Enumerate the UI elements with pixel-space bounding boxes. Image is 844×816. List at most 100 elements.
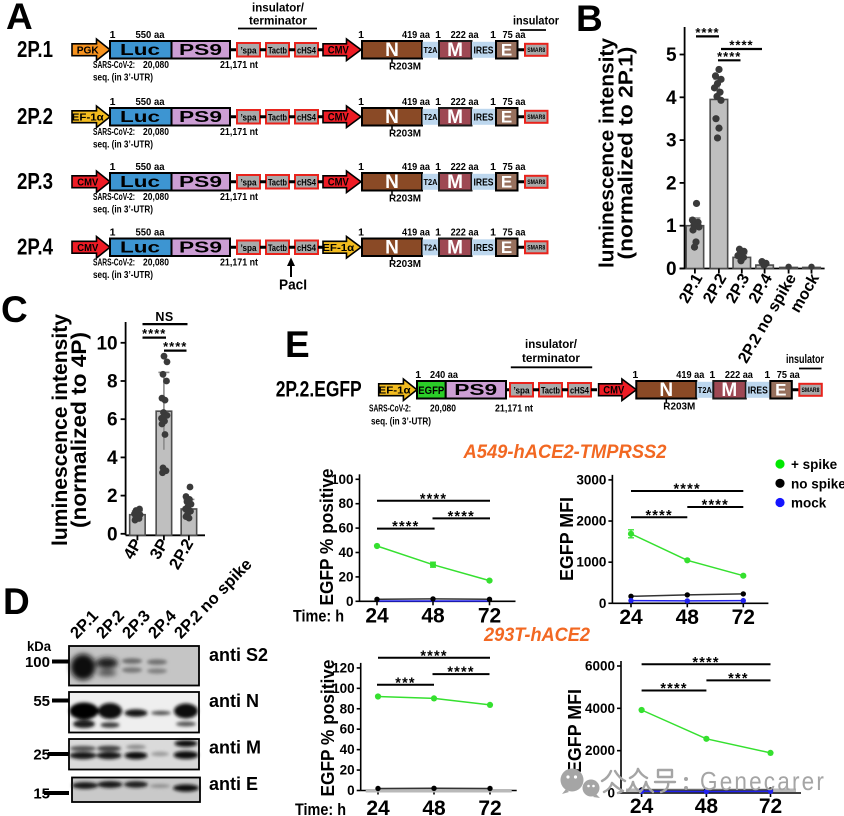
svg-text:****: **** — [695, 25, 719, 40]
svg-text:80: 80 — [338, 496, 353, 511]
svg-text:2P.1: 2P.1 — [17, 36, 53, 62]
svg-text:anti M: anti M — [209, 738, 261, 758]
svg-text:PS9: PS9 — [454, 382, 497, 399]
svg-text:1000: 1000 — [576, 555, 606, 570]
svg-text:luminescence intensity: luminescence intensity — [49, 314, 72, 546]
svg-text:anti S2: anti S2 — [209, 645, 268, 665]
svg-text:4: 4 — [107, 448, 118, 469]
svg-text:40: 40 — [340, 742, 355, 757]
svg-text:****: **** — [448, 509, 475, 525]
svg-text:20: 20 — [340, 763, 355, 778]
svg-text:D: D — [3, 581, 30, 622]
svg-text:A: A — [6, 0, 33, 37]
svg-text:kDa: kDa — [27, 638, 51, 654]
svg-text:B: B — [576, 0, 603, 39]
svg-text:****: **** — [692, 655, 719, 671]
svg-text:****: **** — [660, 681, 687, 697]
svg-text:48: 48 — [676, 606, 700, 629]
svg-text:6: 6 — [107, 410, 118, 431]
svg-text:0: 0 — [666, 259, 677, 280]
svg-text:6000: 6000 — [585, 659, 615, 674]
svg-text:24: 24 — [365, 605, 389, 628]
svg-text:21,171 nt: 21,171 nt — [495, 404, 534, 415]
svg-text:48: 48 — [422, 797, 446, 816]
svg-text:CMV: CMV — [77, 242, 98, 254]
svg-text:anti N: anti N — [209, 691, 259, 711]
svg-text:3000: 3000 — [576, 472, 606, 487]
svg-text:0: 0 — [607, 786, 615, 801]
svg-text:0: 0 — [107, 524, 118, 545]
svg-text:C: C — [1, 289, 28, 330]
svg-text:terminator: terminator — [249, 14, 307, 28]
svg-text:insulator/: insulator/ — [252, 1, 305, 15]
svg-text:15: 15 — [33, 786, 50, 803]
svg-text:2000: 2000 — [576, 514, 606, 529]
svg-text:****: **** — [645, 508, 672, 524]
svg-text:1: 1 — [415, 369, 421, 381]
svg-text:EGFP % positive: EGFP % positive — [318, 660, 338, 797]
svg-text:****: **** — [142, 326, 166, 341]
svg-text:80: 80 — [340, 701, 355, 716]
svg-text:CMV: CMV — [328, 44, 350, 56]
svg-text:****: **** — [717, 49, 741, 64]
svg-text:2000: 2000 — [585, 743, 615, 758]
svg-text:24: 24 — [619, 606, 643, 629]
svg-text:0: 0 — [346, 594, 354, 609]
svg-text:1: 1 — [666, 216, 677, 237]
svg-text:E: E — [285, 324, 310, 365]
svg-text:100: 100 — [331, 472, 354, 487]
svg-text:A549-hACE2-TMPRSS2: A549-hACE2-TMPRSS2 — [463, 442, 667, 463]
svg-text:Time: h: Time: h — [293, 608, 344, 626]
svg-text:2: 2 — [107, 486, 118, 507]
svg-text:72: 72 — [759, 795, 782, 816]
svg-text:PacI: PacI — [279, 277, 307, 294]
svg-text:anti E: anti E — [209, 774, 258, 794]
svg-text:****: **** — [163, 339, 187, 354]
svg-text:40: 40 — [338, 545, 353, 560]
svg-text:NS: NS — [155, 310, 173, 324]
svg-text:0: 0 — [599, 596, 607, 611]
svg-text:luminescence intensity: luminescence intensity — [597, 37, 619, 268]
svg-text:***: *** — [395, 675, 416, 691]
svg-text:3: 3 — [666, 131, 677, 152]
svg-text:2: 2 — [666, 173, 677, 194]
svg-text:PGK: PGK — [77, 44, 99, 56]
svg-text:****: **** — [447, 665, 474, 681]
svg-text:EF-1α: EF-1α — [379, 384, 412, 396]
svg-text:240 aa: 240 aa — [430, 369, 458, 381]
svg-text:CMV: CMV — [77, 176, 98, 188]
svg-text:4: 4 — [666, 88, 677, 109]
svg-text:insulator: insulator — [513, 14, 559, 28]
svg-text:72: 72 — [478, 605, 501, 628]
svg-text:2P.2: 2P.2 — [17, 103, 53, 129]
svg-text:20: 20 — [338, 569, 353, 584]
svg-text:mock: mock — [791, 496, 827, 511]
svg-text:120: 120 — [332, 660, 355, 675]
svg-text:55: 55 — [33, 693, 50, 710]
svg-text:insulator/: insulator/ — [525, 337, 578, 351]
svg-text:****: **** — [702, 498, 729, 514]
svg-text:EF-1α: EF-1α — [322, 242, 355, 254]
svg-text:20,080: 20,080 — [430, 404, 456, 415]
svg-text:100: 100 — [25, 654, 50, 671]
svg-text:EF-1α: EF-1α — [72, 111, 105, 123]
svg-text:60: 60 — [340, 722, 355, 737]
svg-text:****: **** — [420, 491, 447, 507]
svg-text:2P.2.EGFP: 2P.2.EGFP — [276, 377, 362, 402]
svg-text:EGFP: EGFP — [418, 385, 444, 397]
svg-text:no spike: no spike — [791, 476, 844, 491]
svg-text:(normalized to 2P.1): (normalized to 2P.1) — [616, 46, 638, 259]
svg-text:4000: 4000 — [585, 701, 615, 716]
svg-text:10: 10 — [96, 333, 117, 354]
svg-text:CMV: CMV — [328, 176, 350, 188]
svg-text:0: 0 — [347, 783, 355, 798]
svg-text:293T-hACE2: 293T-hACE2 — [483, 625, 590, 646]
svg-text:2P.3: 2P.3 — [17, 168, 53, 194]
svg-text:SARS-CoV-2:: SARS-CoV-2: — [369, 404, 411, 415]
svg-text:(normalized to 4P): (normalized to 4P) — [68, 332, 91, 528]
svg-text:72: 72 — [478, 797, 501, 816]
svg-text:72: 72 — [732, 606, 755, 629]
svg-text:8: 8 — [107, 372, 118, 393]
svg-text:24: 24 — [630, 795, 654, 816]
svg-text:5: 5 — [666, 45, 677, 66]
